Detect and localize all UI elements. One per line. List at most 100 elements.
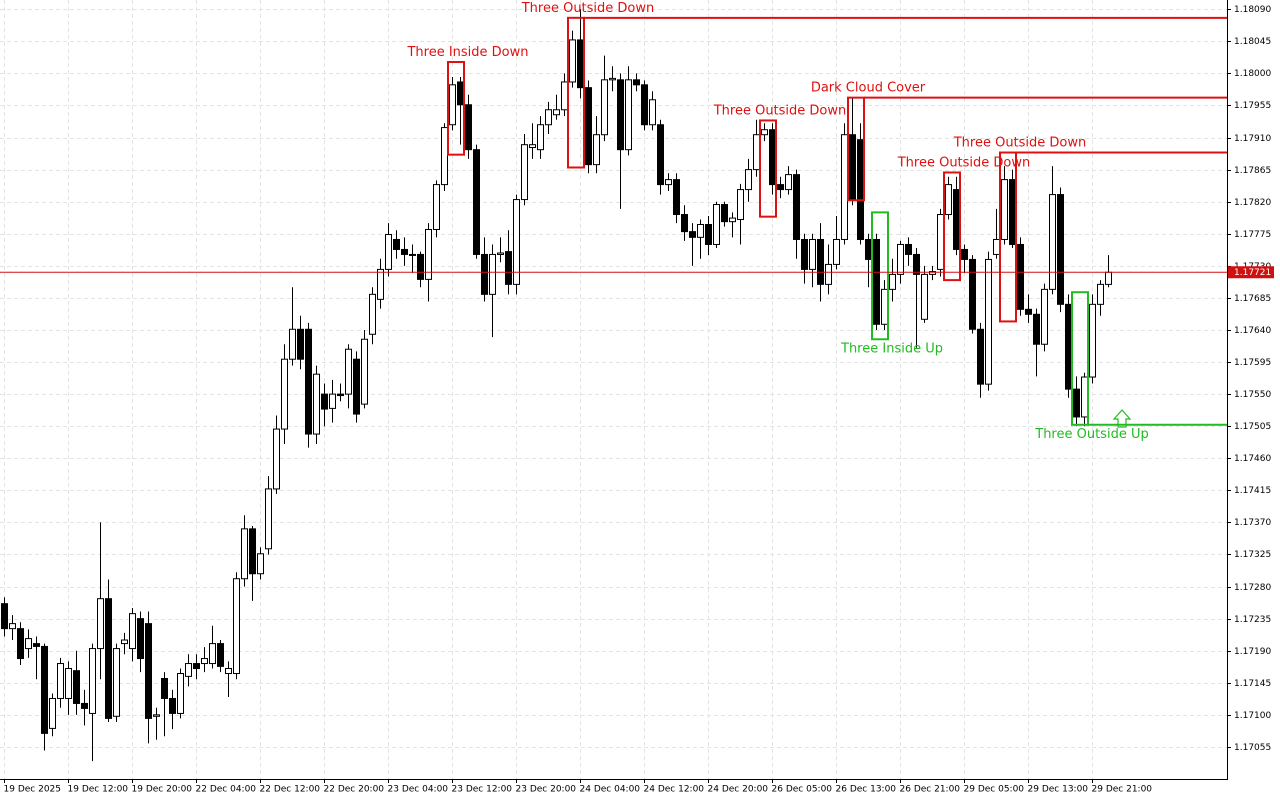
candle-body	[753, 134, 760, 171]
candle-body	[913, 253, 920, 275]
candle-body	[465, 104, 472, 151]
candle-body	[689, 231, 696, 238]
grid	[0, 0, 1227, 779]
candle-body	[385, 233, 392, 270]
candle-body	[401, 248, 408, 255]
candle-body	[537, 124, 544, 151]
y-tick-label: 1.17505	[1234, 422, 1271, 432]
x-tick-label: 22 Dec 20:00	[324, 785, 385, 795]
candle-body	[921, 273, 928, 320]
x-tick-label: 24 Dec 04:00	[580, 785, 641, 795]
pattern-label: Dark Cloud Cover	[811, 81, 926, 96]
candle-body	[481, 253, 488, 295]
candle-body	[97, 598, 104, 650]
candle-body	[889, 273, 896, 290]
candle-body	[1089, 303, 1096, 378]
candle-body	[1057, 194, 1064, 305]
candle-body	[873, 238, 880, 325]
candle-body	[441, 127, 448, 186]
candle-body	[1105, 271, 1112, 285]
candle-body	[809, 238, 816, 270]
candle-body	[705, 224, 712, 245]
candle-body	[17, 628, 24, 660]
candle-body	[289, 328, 296, 360]
x-tick-label: 24 Dec 20:00	[708, 785, 769, 795]
candle-body	[1073, 388, 1080, 418]
candle-body	[177, 673, 184, 714]
candle-body	[1025, 308, 1032, 315]
pattern-box	[847, 96, 865, 202]
x-tick-label: 23 Dec 04:00	[388, 785, 449, 795]
candle-body	[137, 618, 144, 660]
candle-body	[121, 639, 128, 645]
y-tick-label: 1.17865	[1234, 166, 1271, 176]
candle-body	[801, 238, 808, 270]
candle-body	[785, 174, 792, 191]
candles	[1, 9, 1112, 762]
candle-body	[345, 348, 352, 395]
pattern-box	[1071, 291, 1089, 426]
candle-body	[1017, 243, 1024, 310]
candle-body	[1065, 303, 1072, 390]
candle-body	[649, 99, 656, 126]
candle-body	[841, 134, 848, 240]
candle-body	[945, 184, 952, 216]
candle-body	[153, 714, 160, 717]
candle-body	[169, 697, 176, 714]
x-tick-label: 23 Dec 12:00	[452, 785, 513, 795]
candle-body	[49, 697, 56, 729]
y-tick-label: 1.18000	[1234, 69, 1271, 79]
y-tick-label: 1.17415	[1234, 486, 1271, 496]
x-tick-label: 19 Dec 2025	[4, 785, 62, 795]
candle-body	[273, 428, 280, 490]
candle-body	[369, 293, 376, 335]
candle-body	[633, 79, 640, 86]
candle-body	[89, 648, 96, 714]
candle-body	[225, 668, 232, 675]
candle-body	[65, 668, 72, 699]
candle-body	[673, 179, 680, 216]
candle-body	[105, 598, 112, 719]
x-tick-label: 26 Dec 05:00	[772, 785, 833, 795]
pattern-box	[759, 119, 777, 218]
candle-body	[977, 328, 984, 385]
pattern-box	[567, 16, 585, 169]
candle-body	[297, 328, 304, 360]
candle-body	[393, 238, 400, 250]
pattern-box	[943, 171, 961, 282]
candle-body	[961, 248, 968, 260]
pattern-label: Three Outside Down	[953, 136, 1087, 151]
x-tick-label: 24 Dec 12:00	[644, 785, 705, 795]
pattern-box	[871, 211, 889, 341]
y-tick-label: 1.17325	[1234, 550, 1271, 560]
candle-body	[665, 179, 672, 186]
candle-body	[497, 252, 504, 255]
candle-body	[161, 678, 168, 699]
candle-body	[1081, 376, 1088, 418]
candle-body	[1041, 288, 1048, 345]
x-tick-label: 22 Dec 12:00	[260, 785, 321, 795]
pattern-label: Three Outside Up	[1034, 427, 1148, 442]
candle-body	[857, 139, 864, 240]
candle-body	[41, 645, 48, 734]
candle-body	[601, 79, 608, 136]
candle-body	[609, 77, 616, 81]
candle-body	[593, 134, 600, 166]
y-tick-label: 1.17595	[1234, 358, 1271, 368]
x-tick-label: 29 Dec 05:00	[964, 785, 1025, 795]
candle-body	[521, 144, 528, 201]
candle-body	[569, 39, 576, 83]
y-tick-label: 1.17190	[1234, 647, 1271, 657]
candle-body	[849, 134, 856, 201]
y-tick-label: 1.17550	[1234, 390, 1271, 400]
y-tick-label: 1.17370	[1234, 518, 1271, 528]
axes: 1.18090 1.18045 1.18000 1.17955 1.17910 1.178…	[4, 5, 1274, 795]
x-tick-label: 26 Dec 21:00	[900, 785, 961, 795]
candle-body	[129, 613, 136, 650]
x-tick-label: 23 Dec 20:00	[516, 785, 577, 795]
candle-body	[513, 199, 520, 285]
candle-body	[745, 169, 752, 191]
y-tick-label: 1.17055	[1234, 743, 1271, 753]
candle-body	[625, 79, 632, 151]
